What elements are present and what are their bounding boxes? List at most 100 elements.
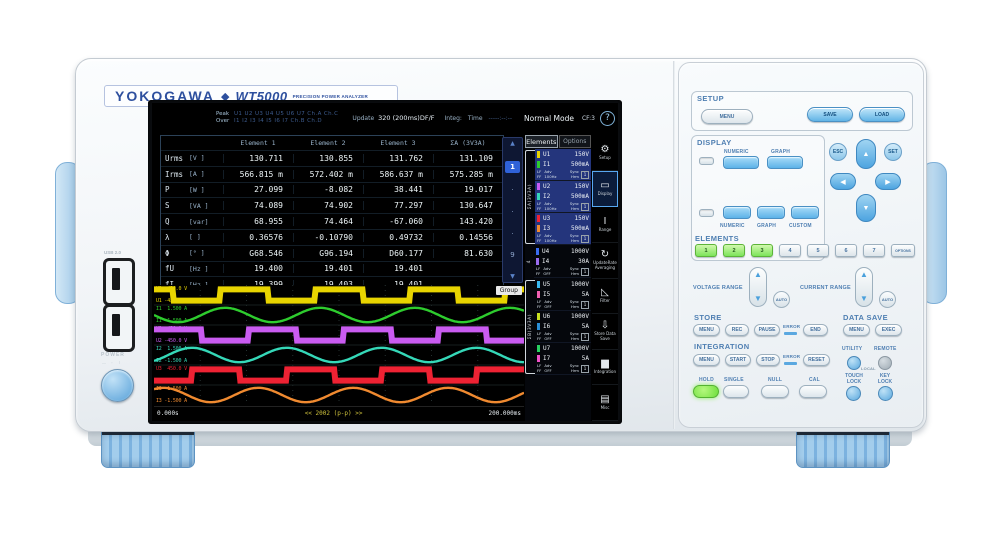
single-button[interactable] xyxy=(723,385,749,398)
cell-value: 19.403 xyxy=(293,280,363,290)
left-arrow-button[interactable]: ◀ xyxy=(830,173,856,190)
current-element-row[interactable]: I7 5A xyxy=(535,353,591,363)
voltage-range-up-icon[interactable]: ▲ xyxy=(754,270,762,279)
power-button[interactable] xyxy=(101,369,134,402)
current-range-up-icon[interactable]: ▲ xyxy=(860,270,868,279)
current-element-row[interactable]: I1 500mA xyxy=(535,159,591,169)
element-1-button[interactable]: 1 xyxy=(695,244,717,257)
pager-up-icon[interactable]: ▲ xyxy=(510,140,515,147)
pager-item[interactable]: 1 xyxy=(505,160,520,173)
touchscreen[interactable]: Peak U1 U2 U3 U4 U5 U6 U7 Ch.A Ch.C Over… xyxy=(152,103,618,421)
integration-menu-button[interactable]: MENU xyxy=(693,354,720,366)
element-7-button[interactable]: 7 xyxy=(863,244,885,257)
down-arrow-button[interactable]: ▼ xyxy=(856,194,876,222)
setup-menu-button[interactable]: MENU xyxy=(701,109,753,124)
store-menu-button[interactable]: MENU xyxy=(693,324,720,336)
pager-item[interactable]: 9 xyxy=(510,251,515,260)
utility-button[interactable] xyxy=(847,356,861,370)
voltage-auto-button[interactable]: AUTO xyxy=(773,291,790,308)
element-3-button[interactable]: 3 xyxy=(751,244,773,257)
element-4-button[interactable]: 4 xyxy=(779,244,801,257)
current-element-row[interactable]: I5 5A xyxy=(535,289,591,299)
esc-button[interactable]: ESC xyxy=(829,143,847,161)
sync-label: Sync xyxy=(569,299,579,305)
integration-reset-button[interactable]: RESET xyxy=(803,354,830,366)
menu-range-icon[interactable]: I Range xyxy=(592,207,618,243)
menu-store-icon[interactable]: ⇩ Store Data Save xyxy=(592,314,618,350)
adv-label: Adv xyxy=(544,299,552,305)
store-rec-button[interactable]: REC xyxy=(725,324,749,336)
data-save-exec-button[interactable]: EXEC xyxy=(875,324,902,336)
voltage-element-row[interactable]: U1 150V xyxy=(535,149,591,159)
tab-elements[interactable]: Elements xyxy=(525,135,558,148)
null-button[interactable] xyxy=(761,385,789,398)
hold-button[interactable] xyxy=(693,385,719,398)
load-button[interactable]: LOAD xyxy=(859,107,905,122)
local-label: LOCAL xyxy=(861,366,876,371)
menu-setup-icon[interactable]: ⚙ Setup xyxy=(592,135,618,171)
key-lock-button[interactable] xyxy=(878,386,893,401)
save-button[interactable]: SAVE xyxy=(807,107,853,122)
display-row1-numeric-button[interactable] xyxy=(723,156,759,169)
sync-label: Sync xyxy=(569,363,579,369)
current-auto-button[interactable]: AUTO xyxy=(879,291,896,308)
current-element-row[interactable]: I4 30A xyxy=(534,256,591,266)
store-end-button[interactable]: END xyxy=(803,324,828,336)
current-range-down-icon[interactable]: ▼ xyxy=(860,294,868,303)
voltage-range-down-icon[interactable]: ▼ xyxy=(754,294,762,303)
touch-lock-button[interactable] xyxy=(846,386,861,401)
pager[interactable]: ▲ 1 · · · 9 ▼ xyxy=(502,137,523,283)
menu-display-icon[interactable]: ▭ Display xyxy=(592,170,618,208)
display-row2-numeric-button[interactable] xyxy=(723,206,751,219)
current-color-chip xyxy=(537,224,540,232)
channel-range: 1000V xyxy=(570,312,589,320)
menu-updaterate-icon[interactable]: ↻ UpdateRate Averaging xyxy=(592,243,618,279)
options-button[interactable]: OPTIONS xyxy=(891,244,915,257)
element-2-button[interactable]: 2 xyxy=(723,244,745,257)
control-panel: SETUP MENU SAVE LOAD DISPLAY NUMERIC GRA… xyxy=(678,62,924,428)
pager-down-icon[interactable]: ▼ xyxy=(510,272,515,280)
element-footer: LF FF Adv OFF Sync Hrm 1 xyxy=(535,299,591,311)
pager-item[interactable]: · xyxy=(511,207,514,216)
integration-title: INTEGRATION xyxy=(694,342,750,351)
display-row2-custom-button[interactable] xyxy=(791,206,819,219)
element-6-button[interactable]: 6 xyxy=(835,244,857,257)
cell-value: 19.400 xyxy=(223,264,293,274)
store-pause-button[interactable]: PAUSE xyxy=(754,324,780,336)
sync-badge: 1 xyxy=(581,332,589,341)
integration-stop-button[interactable]: STOP xyxy=(756,354,780,366)
group-tab[interactable]: Group xyxy=(495,286,522,295)
voltage-element-row[interactable]: U7 1000V xyxy=(535,343,591,353)
current-range-rocker[interactable]: ▲ ▼ xyxy=(855,267,873,307)
right-arrow-button[interactable]: ▶ xyxy=(875,173,901,190)
integration-start-button[interactable]: START xyxy=(725,354,751,366)
help-icon[interactable]: ? xyxy=(600,110,615,126)
set-button[interactable]: SET xyxy=(884,143,902,161)
pager-item[interactable]: · xyxy=(511,186,514,195)
voltage-element-row[interactable]: U5 1000V xyxy=(535,279,591,289)
adv-value: 100Hz xyxy=(544,237,557,243)
display-row1-graph-button[interactable] xyxy=(767,156,803,169)
remote-button[interactable] xyxy=(878,356,892,370)
element-5-button[interactable]: 5 xyxy=(807,244,829,257)
current-element-row[interactable]: I3 500mA xyxy=(535,223,591,233)
data-save-menu-button[interactable]: MENU xyxy=(843,324,870,336)
voltage-element-row[interactable]: U6 1000V xyxy=(535,311,591,321)
voltage-element-row[interactable]: U4 1000V xyxy=(534,246,591,256)
menu-misc-icon[interactable]: ▤ Misc xyxy=(592,385,618,421)
voltage-range-rocker[interactable]: ▲ ▼ xyxy=(749,267,767,307)
current-element-row[interactable]: I2 500mA xyxy=(535,191,591,201)
display-row2-graph-button[interactable] xyxy=(757,206,785,219)
voltage-element-row[interactable]: U2 150V xyxy=(535,181,591,191)
cal-button[interactable] xyxy=(799,385,827,398)
store-error-label: ERROR xyxy=(783,324,801,329)
pager-item[interactable]: · xyxy=(511,229,514,238)
voltage-element-row[interactable]: U3 150V xyxy=(535,213,591,223)
current-element-row[interactable]: I6 5A xyxy=(535,321,591,331)
up-arrow-button[interactable]: ▲ xyxy=(856,139,876,169)
menu-filter-icon[interactable]: ◺ Filter xyxy=(592,279,618,315)
menu-integration-icon[interactable]: ▆ Integration xyxy=(592,350,618,386)
elements-list: ΣA(3V3A) U1 150V I1 500mA LF FF Adv 100Hz Sync Hrm… xyxy=(525,149,591,376)
tab-options[interactable]: Options xyxy=(558,135,591,148)
lf-label: LF xyxy=(537,331,542,337)
